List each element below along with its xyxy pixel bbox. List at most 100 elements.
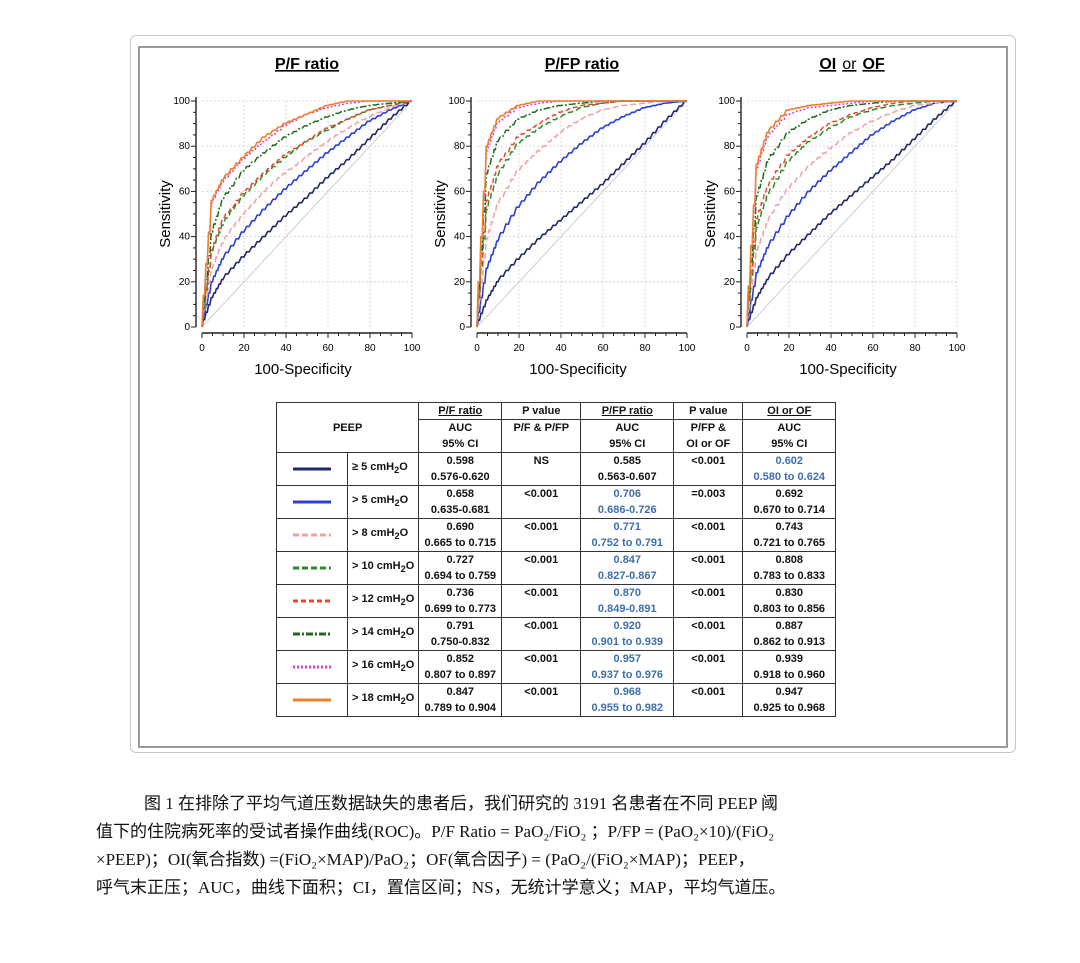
- legend-swatch: [293, 533, 331, 537]
- pfp-auc-cell: 0.968 0.955 to 0.982: [580, 683, 675, 717]
- x-tick-label: 0: [474, 343, 480, 354]
- y-axis-title: Sensitivity: [702, 180, 719, 248]
- table-subheader-row: AUC 95% CI P/F & P/FP AUC 95% CI P/FP & OI …: [277, 419, 837, 453]
- legend-swatch-cell: [276, 584, 348, 618]
- y-tick-label: 80: [454, 141, 466, 152]
- oi-auc-cell: 0.939 0.918 to 0.960: [742, 650, 837, 684]
- col-header-oi-of: OI or OF: [742, 402, 837, 420]
- x-tick-label: 20: [238, 343, 250, 354]
- y-tick-label: 20: [724, 277, 736, 288]
- oi-auc-cell: 0.808 0.783 to 0.833: [742, 551, 837, 585]
- x-tick-label: 60: [322, 343, 334, 354]
- legend-swatch: [293, 665, 331, 669]
- table-row: ≥ 5 cmH2O 0.598 0.576-0.620 NS 0.585 0.563-0.…: [276, 452, 837, 486]
- pvalue-pfp-oi-cell: <0.001: [673, 683, 744, 717]
- y-tick-label: 100: [448, 96, 465, 107]
- legend-swatch: [293, 599, 331, 603]
- subheader-pvalue-1: P/F & P/FP: [501, 419, 582, 453]
- legend-swatch: [293, 467, 331, 471]
- pfp-auc-cell: 0.585 0.563-0.607: [580, 452, 675, 486]
- roc-series-line: [476, 100, 687, 328]
- y-tick-label: 60: [454, 186, 466, 197]
- reference-diagonal: [476, 100, 688, 328]
- legend-swatch-cell: [276, 485, 348, 519]
- peep-level-label: > 18 cmH2O: [346, 683, 420, 717]
- y-tick-label: 80: [724, 141, 736, 152]
- y-tick-label: 80: [179, 141, 191, 152]
- peep-level-label: > 16 cmH2O: [346, 650, 420, 684]
- oi-auc-cell: 0.692 0.670 to 0.714: [742, 485, 837, 519]
- subheader-pfp: AUC 95% CI: [580, 419, 675, 453]
- table-row: > 5 cmH2O 0.658 0.635-0.681 <0.001 0.706 0.68…: [276, 485, 837, 519]
- pfp-auc-cell: 0.706 0.686-0.726: [580, 485, 675, 519]
- y-axis-title: Sensitivity: [432, 180, 449, 248]
- auc-table: PEEP P/F ratio P value P/FP ratio P valu…: [275, 402, 837, 717]
- pvalue-pfp-oi-cell: <0.001: [673, 551, 744, 585]
- pvalue-pf-pfp-cell: <0.001: [501, 584, 582, 618]
- figure-caption: 图 1 在排除了平均气道压数据缺失的患者后，我们研究的 3191 名患者在不同 …: [96, 790, 996, 902]
- x-tick-label: 100: [404, 343, 421, 354]
- legend-swatch-cell: [276, 518, 348, 552]
- peep-level-label: > 10 cmH2O: [346, 551, 420, 585]
- legend-swatch: [293, 632, 331, 636]
- roc-series-line: [201, 100, 412, 328]
- roc-series-line: [201, 100, 412, 328]
- caption-line: ×PEEP)；OI(氧合指数) =(FiO₂×MAP)/PaO₂；OF(氧合因子…: [96, 850, 755, 869]
- x-tick-label: 80: [639, 343, 651, 354]
- oi-auc-cell: 0.947 0.925 to 0.968: [742, 683, 837, 717]
- caption-line: 图 1 在排除了平均气道压数据缺失的患者后，我们研究的 3191 名患者在不同 …: [144, 794, 779, 813]
- roc-series-line: [201, 100, 412, 328]
- table-row: > 10 cmH2O 0.727 0.694 to 0.759 <0.001 0.847…: [276, 551, 837, 585]
- x-tick-label: 100: [679, 343, 696, 354]
- oi-auc-cell: 0.830 0.803 to 0.856: [742, 584, 837, 618]
- y-tick-label: 20: [454, 277, 466, 288]
- reference-diagonal: [746, 100, 958, 328]
- roc-series-line: [746, 100, 957, 328]
- pvalue-pf-pfp-cell: NS: [501, 452, 582, 486]
- pfp-auc-cell: 0.870 0.849-0.891: [580, 584, 675, 618]
- y-tick-label: 0: [184, 322, 190, 333]
- y-tick-label: 0: [729, 322, 735, 333]
- x-tick-label: 100: [949, 343, 966, 354]
- pvalue-pfp-oi-cell: <0.001: [673, 650, 744, 684]
- pfp-auc-cell: 0.920 0.901 to 0.939: [580, 617, 675, 651]
- pfp-auc-cell: 0.771 0.752 to 0.791: [580, 518, 675, 552]
- roc-chart-pfp-ratio: P/FP ratio 0 20 40 60 80 100 0 20 40 60 80 100 100-Sp…: [432, 56, 696, 378]
- roc-series-line: [201, 100, 412, 328]
- x-tick-label: 60: [867, 343, 879, 354]
- pf-auc-cell: 0.598 0.576-0.620: [418, 452, 503, 486]
- pf-auc-cell: 0.690 0.665 to 0.715: [418, 518, 503, 552]
- y-tick-label: 40: [724, 232, 736, 243]
- pf-auc-cell: 0.736 0.699 to 0.773: [418, 584, 503, 618]
- pvalue-pf-pfp-cell: <0.001: [501, 551, 582, 585]
- subheader-pf: AUC 95% CI: [418, 419, 503, 453]
- roc-series-line: [476, 100, 687, 328]
- col-header-pvalue-2: P value: [673, 402, 744, 420]
- legend-swatch-cell: [276, 617, 348, 651]
- roc-chart-oi-of: OI or OF 0 20 40 60 80 100 0 20 40 60 80 100 100-Specif…: [702, 56, 966, 378]
- reference-diagonal: [201, 100, 413, 328]
- pvalue-pf-pfp-cell: <0.001: [501, 617, 582, 651]
- oi-auc-cell: 0.887 0.862 to 0.913: [742, 617, 837, 651]
- pvalue-pf-pfp-cell: <0.001: [501, 650, 582, 684]
- legend-swatch: [293, 698, 331, 702]
- table-row: > 14 cmH2O 0.791 0.750-0.832 <0.001 0.920 0.9…: [276, 617, 837, 651]
- roc-series-line: [476, 100, 687, 328]
- x-tick-label: 0: [199, 343, 205, 354]
- x-tick-label: 40: [555, 343, 567, 354]
- chart-title: P/FP ratio: [545, 56, 620, 73]
- oi-auc-cell: 0.602 0.580 to 0.624: [742, 452, 837, 486]
- x-tick-label: 20: [513, 343, 525, 354]
- pvalue-pfp-oi-cell: <0.001: [673, 617, 744, 651]
- y-tick-label: 20: [179, 277, 191, 288]
- y-axis-title: Sensitivity: [157, 180, 174, 248]
- peep-level-label: ≥ 5 cmH2O: [346, 452, 420, 486]
- pf-auc-cell: 0.658 0.635-0.681: [418, 485, 503, 519]
- x-tick-label: 40: [825, 343, 837, 354]
- x-tick-label: 80: [364, 343, 376, 354]
- x-tick-label: 0: [744, 343, 750, 354]
- legend-swatch-cell: [276, 650, 348, 684]
- y-tick-label: 40: [179, 232, 191, 243]
- pvalue-pf-pfp-cell: <0.001: [501, 518, 582, 552]
- peep-level-label: > 14 cmH2O: [346, 617, 420, 651]
